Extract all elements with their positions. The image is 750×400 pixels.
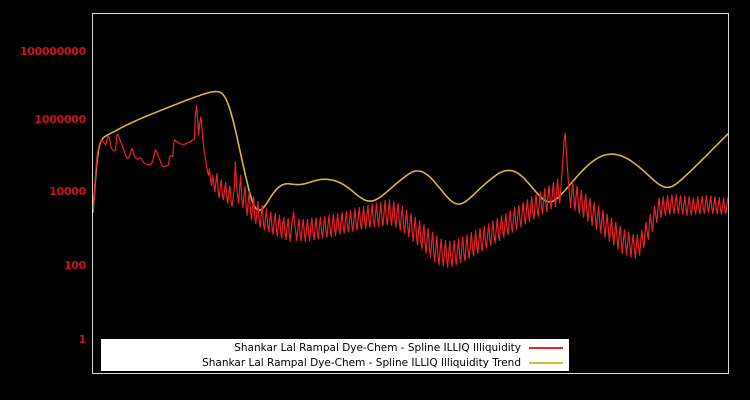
series-line-illiquidity — [93, 105, 728, 268]
y-tick-label: 1 — [78, 333, 87, 346]
legend-entry-illiquidity: Shankar Lal Rampal Dye-Chem - Spline ILL… — [101, 340, 563, 355]
y-tick-label: 100 — [63, 259, 86, 272]
y-axis-tick-labels: 100000000 1000000 10000 100 1 — [0, 0, 87, 400]
legend: Shankar Lal Rampal Dye-Chem - Spline ILL… — [100, 338, 570, 372]
legend-swatch-trend — [529, 361, 563, 364]
legend-label: Shankar Lal Rampal Dye-Chem - Spline ILL… — [202, 356, 521, 369]
y-tick-label: 1000000 — [34, 113, 87, 126]
y-tick-label: 10000 — [49, 185, 86, 198]
plot-area — [92, 13, 729, 374]
legend-swatch-illiquidity — [529, 346, 563, 349]
series-line-trend — [93, 90, 728, 213]
legend-entry-trend: Shankar Lal Rampal Dye-Chem - Spline ILL… — [101, 355, 563, 370]
y-tick-label: 100000000 — [19, 45, 86, 58]
legend-label: Shankar Lal Rampal Dye-Chem - Spline ILL… — [234, 341, 521, 354]
chart-series-svg — [93, 90, 728, 268]
